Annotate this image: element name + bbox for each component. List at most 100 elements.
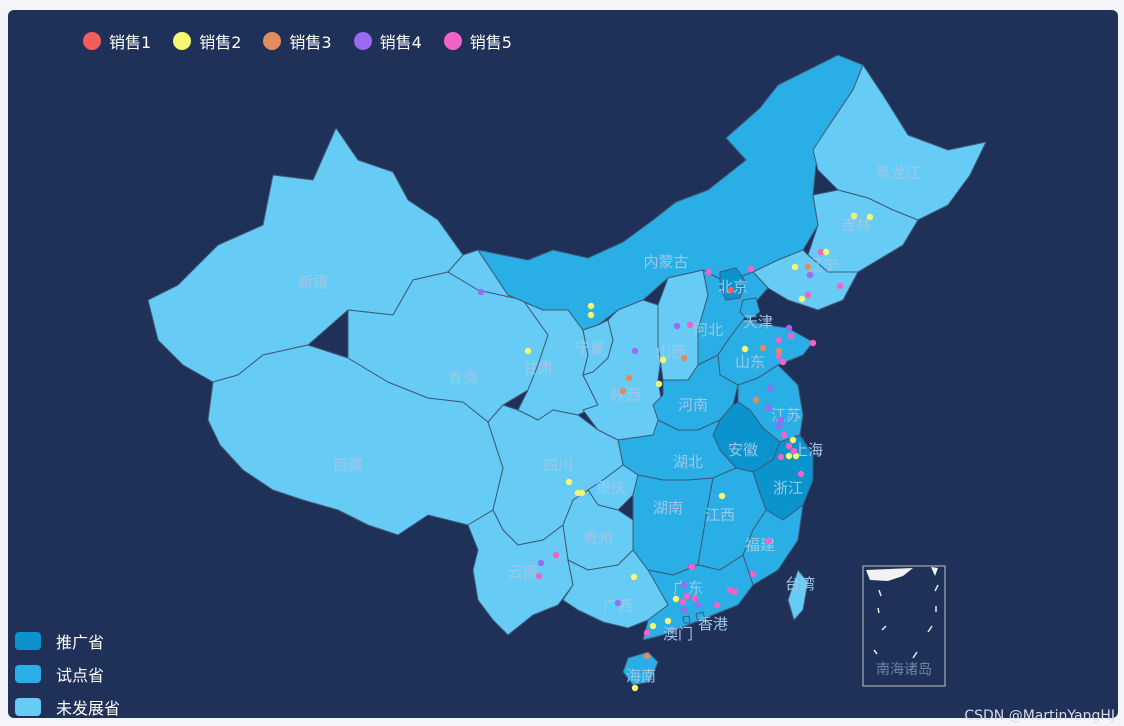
sales-point[interactable]: [565, 478, 573, 486]
sales-point[interactable]: [619, 387, 627, 395]
sales-point[interactable]: [866, 213, 874, 221]
sales-point[interactable]: [535, 572, 543, 580]
sales-point[interactable]: [792, 452, 800, 460]
province-region[interactable]: [807, 189, 919, 273]
sales-point[interactable]: [688, 563, 696, 571]
legend-item-sales-2[interactable]: 销售2: [173, 29, 241, 53]
sales-point[interactable]: [741, 345, 749, 353]
province-label: 台湾: [785, 575, 815, 593]
sales-point[interactable]: [578, 489, 586, 497]
sales-point[interactable]: [798, 295, 806, 303]
sales-point[interactable]: [673, 322, 681, 330]
sales-point[interactable]: [477, 288, 485, 296]
sales-point[interactable]: [643, 652, 651, 660]
series-marker: [173, 32, 192, 50]
legend-item-sales-1[interactable]: 销售1: [83, 29, 151, 53]
sales-point[interactable]: [809, 339, 817, 347]
sales-point[interactable]: [705, 268, 713, 276]
province-label: 西藏: [333, 456, 363, 474]
sales-point[interactable]: [785, 442, 793, 450]
sales-point[interactable]: [691, 594, 699, 602]
sales-point[interactable]: [752, 396, 760, 404]
province-label: 河北: [693, 321, 723, 339]
sales-point[interactable]: [680, 581, 688, 589]
sales-point[interactable]: [672, 595, 680, 603]
legend-item-sales-4[interactable]: 销售4: [353, 29, 422, 53]
sales-point[interactable]: [780, 431, 788, 439]
legend-label: 推广省: [56, 632, 105, 652]
sales-point[interactable]: [804, 263, 812, 271]
sales-point[interactable]: [804, 291, 812, 299]
sales-point[interactable]: [614, 599, 622, 607]
sales-point[interactable]: [631, 684, 639, 692]
sales-point[interactable]: [836, 282, 844, 290]
sales-point[interactable]: [694, 601, 702, 609]
sales-point[interactable]: [643, 629, 651, 637]
legend-label: 未发展省: [56, 698, 121, 718]
sales-point[interactable]: [686, 321, 694, 329]
sales-point[interactable]: [777, 416, 785, 424]
sales-point[interactable]: [764, 404, 772, 412]
sales-point[interactable]: [749, 570, 757, 578]
sales-point[interactable]: [680, 606, 688, 614]
sales-point[interactable]: [764, 537, 772, 545]
sales-point[interactable]: [747, 265, 755, 273]
legend-item-sales-3[interactable]: 销售3: [263, 29, 332, 53]
sales-point[interactable]: [552, 551, 560, 559]
province-region[interactable]: [467, 509, 574, 636]
legend-item-pilot[interactable]: 试点省: [15, 657, 120, 690]
sales-point[interactable]: [797, 470, 805, 478]
sales-point[interactable]: [787, 332, 795, 340]
sales-point[interactable]: [775, 422, 783, 430]
province-label: 江西: [705, 506, 735, 524]
sales-point[interactable]: [777, 453, 785, 461]
province-label: 上海: [793, 441, 823, 459]
province-region[interactable]: [695, 611, 706, 623]
sales-point[interactable]: [587, 302, 595, 310]
sales-point[interactable]: [718, 492, 726, 500]
sales-point[interactable]: [537, 559, 545, 567]
sales-point[interactable]: [679, 598, 687, 606]
legend-item-undeveloped[interactable]: 未发展省: [15, 690, 120, 718]
sales-point[interactable]: [806, 271, 814, 279]
sales-point[interactable]: [775, 336, 783, 344]
sales-point[interactable]: [659, 356, 667, 364]
sales-point[interactable]: [785, 324, 793, 332]
sales-point[interactable]: [655, 380, 663, 388]
sales-point[interactable]: [822, 248, 830, 256]
watermark: CSDN @MartinYangHJ: [964, 708, 1115, 724]
sales-point[interactable]: [775, 352, 783, 360]
province-region[interactable]: [739, 297, 761, 321]
sales-point[interactable]: [775, 347, 783, 355]
sales-point[interactable]: [789, 436, 797, 444]
sales-point[interactable]: [731, 588, 739, 596]
sales-point[interactable]: [680, 354, 688, 362]
sales-point[interactable]: [785, 452, 793, 460]
sales-point[interactable]: [790, 447, 798, 455]
sales-point[interactable]: [683, 592, 691, 600]
province-region[interactable]: [719, 267, 747, 301]
province-label: 新疆: [298, 273, 328, 291]
sales-point[interactable]: [766, 384, 774, 392]
sales-point[interactable]: [726, 586, 734, 594]
sales-point[interactable]: [630, 573, 638, 581]
sales-point[interactable]: [791, 263, 799, 271]
province-region[interactable]: [622, 651, 659, 686]
sales-point[interactable]: [817, 248, 825, 256]
province-region[interactable]: [787, 569, 809, 621]
sales-point[interactable]: [850, 212, 858, 220]
legend-item-promoted[interactable]: 推广省: [15, 624, 120, 657]
sales-point[interactable]: [713, 601, 721, 609]
sales-point[interactable]: [524, 347, 532, 355]
sales-point[interactable]: [649, 622, 657, 630]
sales-point[interactable]: [587, 311, 595, 319]
sales-point[interactable]: [664, 617, 672, 625]
legend-item-sales-5[interactable]: 销售5: [443, 29, 512, 53]
sales-point[interactable]: [625, 374, 633, 382]
province-region[interactable]: [682, 615, 691, 624]
sales-point[interactable]: [631, 347, 639, 355]
legend-label: 销售4: [379, 33, 422, 52]
sales-point[interactable]: [759, 344, 767, 352]
sales-point[interactable]: [779, 358, 787, 366]
sales-point[interactable]: [727, 286, 735, 294]
